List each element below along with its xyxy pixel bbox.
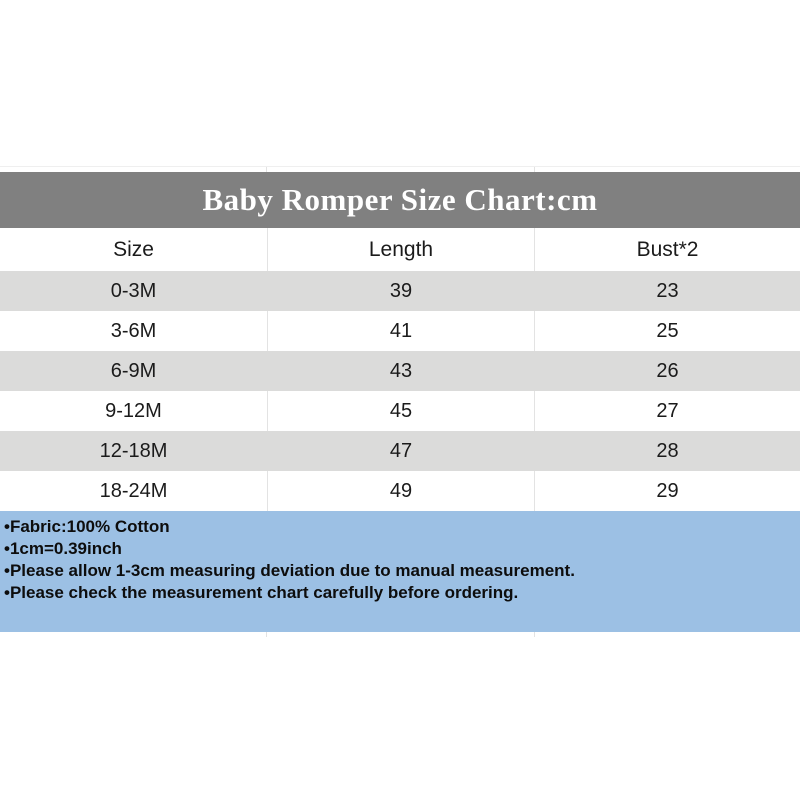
cell-bust: 27 [656,400,679,422]
table-row: 6-9M 43 26 [0,351,800,391]
table-row: 12-18M 47 28 [0,431,800,471]
chart-title-bar: Baby Romper Size Chart:cm [0,172,800,228]
table-row: 0-3M 39 23 [0,271,800,311]
grid-line-tick [534,632,535,637]
table-row: 3-6M 41 25 [0,311,800,351]
grid-overshoot-top [0,166,800,172]
cell-bust: 28 [656,440,679,462]
note-fabric: •Fabric:100% Cotton [4,517,170,536]
cell-bust: 26 [656,360,679,382]
note-check-chart: •Please check the measurement chart care… [4,583,519,602]
cell-length: 39 [389,280,413,302]
cell-bust: 29 [656,480,679,502]
cell-length: 49 [267,471,535,511]
grid-line-tick [266,632,267,637]
grid-line-tick [266,167,267,172]
table-header-row: Size Length Bust*2 [0,228,800,271]
cell-size: 18-24M [99,480,168,502]
column-header-size: Size [113,238,154,261]
cell-size: 0-3M [110,280,157,302]
size-chart-image: Baby Romper Size Chart:cm Size Length Bu… [0,166,800,800]
cell-length: 41 [267,311,535,351]
cell-length: 43 [389,360,413,382]
note-unit-conversion: •1cm=0.39inch [4,539,122,558]
table-row: 9-12M 45 27 [0,391,800,431]
cell-size: 9-12M [105,400,162,422]
column-header-length: Length [267,228,535,271]
cell-length: 47 [389,440,413,462]
cell-size: 6-9M [110,360,157,382]
cell-size: 12-18M [99,440,168,462]
grid-line-tick [534,167,535,172]
cell-size: 3-6M [110,320,157,342]
cell-bust: 25 [656,320,679,342]
column-header-bust: Bust*2 [636,238,699,261]
notes-panel: •Fabric:100% Cotton •1cm=0.39inch •Pleas… [0,511,800,632]
cell-length: 45 [267,391,535,431]
grid-overshoot-bottom [0,632,800,637]
table-row: 18-24M 49 29 [0,471,800,511]
chart-title: Baby Romper Size Chart:cm [202,182,598,217]
cell-bust: 23 [656,280,679,302]
note-measuring-deviation: •Please allow 1-3cm measuring deviation … [4,561,575,580]
